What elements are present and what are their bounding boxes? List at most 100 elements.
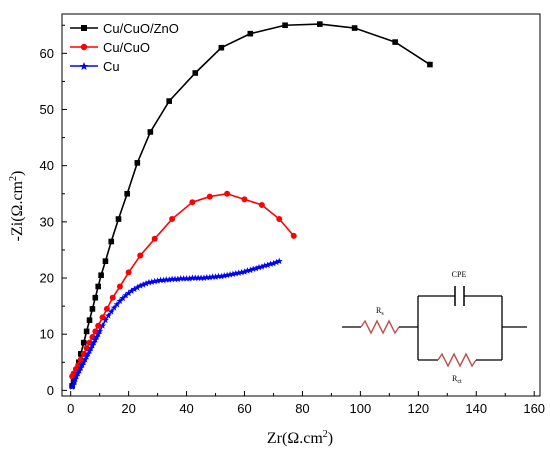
data-point: [77, 356, 84, 363]
data-point: [275, 257, 283, 265]
data-point: [241, 196, 248, 203]
data-point: [171, 275, 179, 283]
data-point: [102, 316, 109, 324]
data-point: [220, 272, 228, 279]
data-point: [232, 269, 240, 277]
x-tick-label: 100: [350, 401, 372, 416]
data-point: [180, 274, 188, 282]
rs-label: Rs: [376, 306, 384, 317]
legend-label-cu-cuo: Cu/CuO: [103, 40, 150, 55]
data-point: [70, 378, 78, 385]
x-tick-label: 120: [407, 401, 429, 416]
data-point: [139, 281, 147, 288]
data-point: [200, 274, 208, 281]
equivalent-circuit: Rs CPE Rct: [342, 270, 527, 385]
data-point: [241, 268, 248, 275]
data-point: [427, 61, 433, 68]
data-point: [247, 30, 254, 37]
data-point: [159, 276, 167, 284]
data-point: [186, 274, 193, 282]
data-point: [212, 273, 219, 280]
data-point: [215, 272, 222, 280]
x-tick-label: 60: [237, 401, 251, 416]
data-point: [98, 272, 104, 279]
series-2: [68, 257, 283, 390]
data-point: [108, 238, 115, 245]
axes-layer: 0 20 40 60 80 100 120 140 160 0 10 20 30 40 50 60: [40, 13, 545, 416]
data-point: [80, 339, 87, 346]
data-point: [174, 275, 182, 283]
data-point: [238, 268, 246, 276]
x-axis-title: Zr(Ω.cm2): [267, 429, 333, 447]
series-line: [71, 192, 295, 377]
data-point: [203, 273, 211, 281]
data-point: [122, 291, 130, 299]
y-tick-label: 10: [40, 327, 54, 342]
data-point: [70, 370, 77, 377]
data-point: [191, 274, 199, 281]
data-point: [282, 22, 288, 29]
data-point: [264, 261, 272, 269]
data-point: [217, 272, 225, 280]
data-point: [166, 98, 172, 104]
data-point: [151, 277, 159, 285]
data-point: [246, 266, 254, 274]
data-point: [125, 289, 133, 297]
y-axis-title: -Zi(Ω.cm2): [8, 171, 26, 242]
series-layer: [68, 21, 433, 390]
series-1: [69, 190, 297, 380]
rct-label: Rct: [452, 374, 462, 385]
data-point: [125, 269, 132, 276]
x-tick-label: 160: [523, 401, 545, 416]
data-point: [128, 287, 135, 294]
data-point: [99, 314, 106, 321]
data-point: [103, 305, 110, 312]
data-point: [157, 276, 164, 284]
data-point: [99, 322, 106, 329]
data-point: [243, 267, 251, 274]
data-point: [95, 322, 102, 329]
data-point: [270, 259, 277, 267]
series-0: [69, 21, 433, 389]
data-point: [145, 278, 153, 286]
data-point: [209, 273, 217, 280]
data-point: [197, 274, 205, 281]
x-tick-label: 140: [465, 401, 487, 416]
data-point: [169, 216, 176, 223]
rs-resistor: [360, 319, 400, 335]
data-point: [317, 21, 323, 27]
x-tick-label: 40: [179, 401, 193, 416]
data-point: [104, 312, 112, 319]
data-point: [226, 271, 234, 278]
x-tick-label: 0: [67, 401, 74, 416]
data-point: [69, 381, 77, 388]
y-tick-label: 60: [40, 46, 54, 61]
data-point: [86, 339, 93, 346]
data-point: [249, 265, 257, 272]
data-point: [102, 258, 109, 264]
data-point: [134, 160, 141, 166]
legend-label-cu-cuo-zno: Cu/CuO/ZnO: [103, 21, 179, 36]
data-point: [131, 285, 138, 293]
y-tick-label: 50: [40, 102, 54, 117]
data-point: [133, 283, 141, 291]
data-point: [89, 306, 96, 312]
data-point: [115, 216, 122, 222]
x-tick-label: 20: [121, 401, 135, 416]
data-point: [136, 282, 144, 289]
data-point: [261, 262, 269, 269]
data-point: [229, 270, 237, 278]
legend-entry-cu: Cu: [70, 59, 120, 74]
data-point: [116, 297, 124, 304]
data-point: [86, 317, 93, 323]
data-point: [223, 271, 231, 279]
y-tick-label: 30: [40, 214, 54, 229]
cpe-label: CPE: [452, 270, 467, 279]
data-point: [235, 269, 243, 276]
data-point: [183, 274, 190, 282]
data-point: [89, 334, 96, 341]
data-point: [110, 304, 118, 311]
legend-entry-cu-cuo: Cu/CuO: [70, 40, 150, 55]
data-point: [86, 347, 93, 354]
